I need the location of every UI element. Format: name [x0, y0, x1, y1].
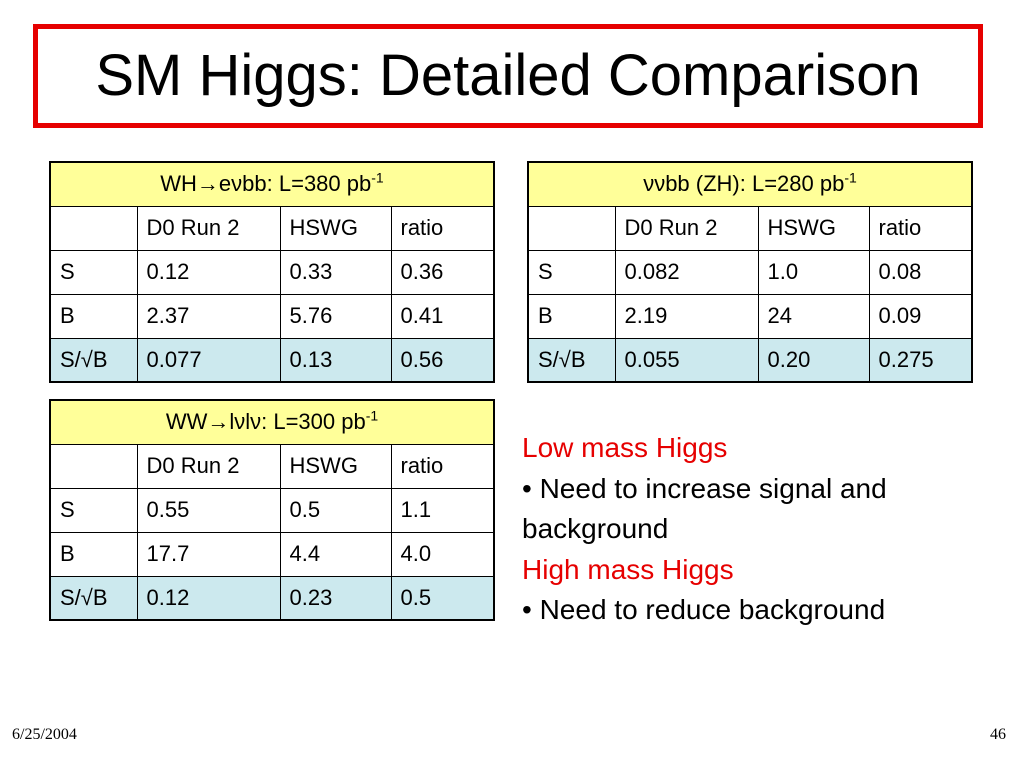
table-cell: 1.0: [757, 249, 870, 295]
table-cell: 2.19: [614, 293, 759, 339]
table-cell: 0.5: [279, 487, 392, 533]
table-cell: S/√B: [49, 575, 138, 621]
header-cell: HSWG: [279, 443, 392, 489]
table-header-row: D0 Run 2 HSWG ratio: [49, 205, 495, 251]
header-cell: [49, 205, 138, 251]
table-cell: 4.4: [279, 531, 392, 577]
table-cell: 1.1: [390, 487, 495, 533]
table-cell: 0.077: [136, 337, 281, 383]
table-cell: 0.055: [614, 337, 759, 383]
page-number: 46: [990, 726, 1006, 743]
table-title-text: WW→lνlν: L=300 pb: [165, 409, 366, 435]
table-title-superscript: -1: [365, 407, 379, 424]
table-row: B 2.37 5.76 0.41: [49, 293, 495, 339]
table-cell: 4.0: [390, 531, 495, 577]
table-cell: 0.13: [279, 337, 392, 383]
table-row-highlighted: S/√B 0.077 0.13 0.56: [49, 337, 495, 383]
table-title-row: ννbb (ZH): L=280 pb-1: [527, 161, 973, 207]
slide-title: SM Higgs: Detailed Comparison: [95, 43, 921, 108]
header-cell: [49, 443, 138, 489]
table-cell: 0.12: [136, 249, 281, 295]
header-cell: HSWG: [757, 205, 870, 251]
slide-title-box: SM Higgs: Detailed Comparison: [33, 24, 983, 128]
header-cell: ratio: [868, 205, 973, 251]
low-mass-bullet: • Need to increase signal and background: [522, 472, 887, 545]
table-cell: S: [527, 249, 616, 295]
table-cell: 0.33: [279, 249, 392, 295]
table-cell: 0.41: [390, 293, 495, 339]
table-cell: S: [49, 249, 138, 295]
table-cell: 0.275: [868, 337, 973, 383]
header-cell: D0 Run 2: [136, 443, 281, 489]
table-row: B 2.19 24 0.09: [527, 293, 973, 339]
table-ww-lnulnu: WW→lνlν: L=300 pb-1 D0 Run 2 HSWG ratio …: [49, 399, 495, 621]
table-cell: S/√B: [49, 337, 138, 383]
table-cell: B: [527, 293, 616, 339]
table-title-superscript: -1: [371, 169, 384, 186]
table-row: B 17.7 4.4 4.0: [49, 531, 495, 577]
table-cell: 24: [757, 293, 870, 339]
table-title: WH→eνbb: L=380 pb-1: [49, 161, 495, 207]
table-row-highlighted: S/√B 0.12 0.23 0.5: [49, 575, 495, 621]
table-cell: 0.5: [390, 575, 495, 621]
table-title-row: WH→eνbb: L=380 pb-1: [49, 161, 495, 207]
table-title-text: ννbb (ZH): L=280 pb: [643, 171, 845, 197]
table-wh-enubb: WH→eνbb: L=380 pb-1 D0 Run 2 HSWG ratio …: [49, 161, 495, 383]
high-mass-heading: High mass Higgs: [522, 553, 734, 585]
table-title: ννbb (ZH): L=280 pb-1: [527, 161, 973, 207]
table-cell: 0.55: [136, 487, 281, 533]
table-row: S 0.082 1.0 0.08: [527, 249, 973, 295]
table-cell: 0.08: [868, 249, 973, 295]
table-cell: B: [49, 293, 138, 339]
table-cell: S/√B: [527, 337, 616, 383]
table-header-row: D0 Run 2 HSWG ratio: [49, 443, 495, 489]
table-row: S 0.12 0.33 0.36: [49, 249, 495, 295]
table-title-row: WW→lνlν: L=300 pb-1: [49, 399, 495, 445]
header-cell: ratio: [390, 205, 495, 251]
table-row: S 0.55 0.5 1.1: [49, 487, 495, 533]
table-title-superscript: -1: [844, 169, 857, 186]
notes-block: Low mass Higgs • Need to increase signal…: [522, 428, 1002, 631]
table-nunubb-zh: ννbb (ZH): L=280 pb-1 D0 Run 2 HSWG rati…: [527, 161, 973, 383]
low-mass-heading: Low mass Higgs: [522, 432, 728, 463]
table-cell: 0.082: [614, 249, 759, 295]
header-cell: D0 Run 2: [136, 205, 281, 251]
table-row-highlighted: S/√B 0.055 0.20 0.275: [527, 337, 973, 383]
header-cell: [527, 205, 616, 251]
header-cell: D0 Run 2: [614, 205, 759, 251]
table-cell: 0.23: [279, 575, 392, 621]
header-cell: HSWG: [279, 205, 392, 251]
table-header-row: D0 Run 2 HSWG ratio: [527, 205, 973, 251]
table-title: WW→lνlν: L=300 pb-1: [49, 399, 495, 445]
table-cell: 0.09: [868, 293, 973, 339]
table-title-text: WH→eνbb: L=380 pb: [160, 171, 372, 197]
table-cell: 0.12: [136, 575, 281, 621]
table-cell: 0.36: [390, 249, 495, 295]
footer-date: 6/25/2004: [12, 726, 77, 743]
table-cell: B: [49, 531, 138, 577]
table-cell: 2.37: [136, 293, 281, 339]
table-cell: 5.76: [279, 293, 392, 339]
table-cell: 0.20: [757, 337, 870, 383]
header-cell: ratio: [390, 443, 495, 489]
table-cell: 17.7: [136, 531, 281, 577]
table-cell: S: [49, 487, 138, 533]
high-mass-bullet: • Need to reduce background: [522, 594, 886, 625]
table-cell: 0.56: [390, 337, 495, 383]
